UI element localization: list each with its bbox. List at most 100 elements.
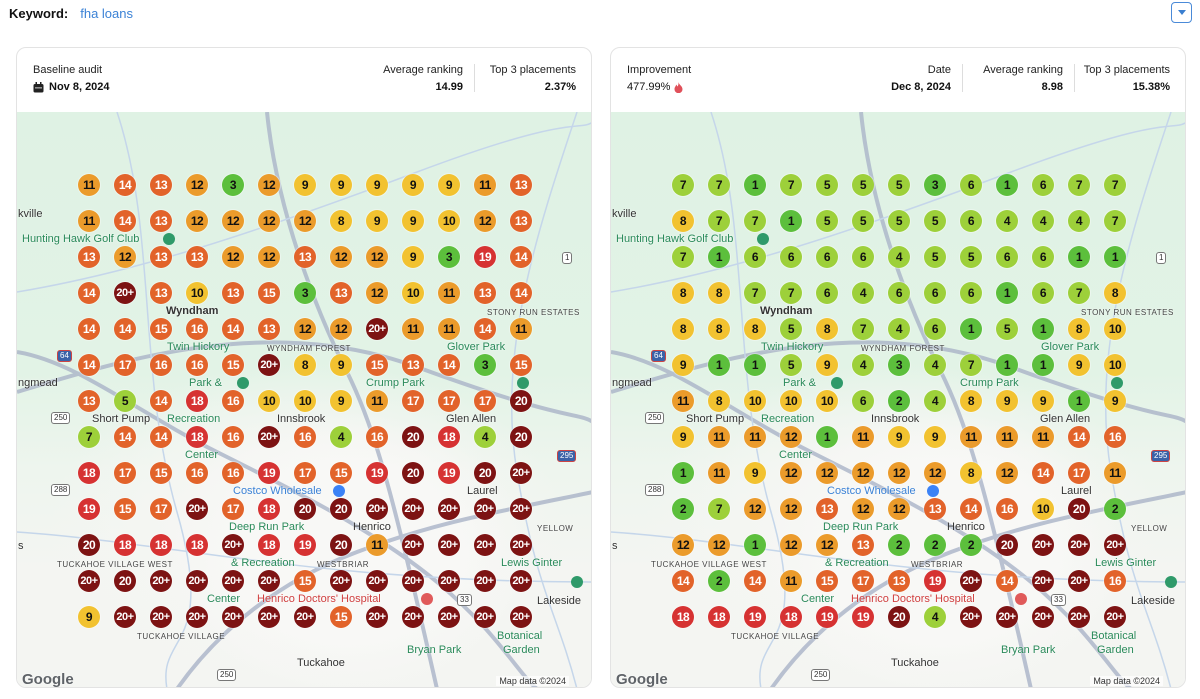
rank-marker[interactable]: 8 xyxy=(816,318,838,340)
rank-marker[interactable]: 1 xyxy=(708,354,730,376)
rank-marker[interactable]: 14 xyxy=(150,390,172,412)
rank-marker[interactable]: 20+ xyxy=(294,606,316,628)
rank-marker[interactable]: 18 xyxy=(186,534,208,556)
park-pin-icon[interactable] xyxy=(1111,377,1123,389)
rank-marker[interactable]: 13 xyxy=(510,174,532,196)
rank-marker[interactable]: 10 xyxy=(438,210,460,232)
rank-marker[interactable]: 17 xyxy=(474,390,496,412)
rank-marker[interactable]: 15 xyxy=(294,570,316,592)
rank-marker[interactable]: 12 xyxy=(186,174,208,196)
rank-marker[interactable]: 12 xyxy=(744,498,766,520)
rank-marker[interactable]: 20+ xyxy=(150,570,172,592)
rank-marker[interactable]: 20+ xyxy=(1032,606,1054,628)
rank-marker[interactable]: 10 xyxy=(186,282,208,304)
rank-marker[interactable]: 4 xyxy=(1032,210,1054,232)
rank-marker[interactable]: 19 xyxy=(294,534,316,556)
rank-marker[interactable]: 13 xyxy=(816,498,838,520)
rank-marker[interactable]: 20+ xyxy=(402,606,424,628)
rank-marker[interactable]: 7 xyxy=(744,282,766,304)
rank-marker[interactable]: 19 xyxy=(474,246,496,268)
rank-marker[interactable]: 3 xyxy=(474,354,496,376)
rank-marker[interactable]: 20+ xyxy=(510,534,532,556)
map-attribution[interactable]: Map data ©2024 xyxy=(496,676,569,686)
rank-marker[interactable]: 11 xyxy=(852,426,874,448)
rank-marker[interactable]: 17 xyxy=(438,390,460,412)
rank-marker[interactable]: 12 xyxy=(366,246,388,268)
rank-marker[interactable]: 11 xyxy=(960,426,982,448)
rank-marker[interactable]: 20+ xyxy=(186,498,208,520)
rank-marker[interactable]: 5 xyxy=(780,354,802,376)
rank-marker[interactable]: 3 xyxy=(888,354,910,376)
rank-marker[interactable]: 1 xyxy=(996,174,1018,196)
rank-marker[interactable]: 9 xyxy=(672,426,694,448)
rank-marker[interactable]: 14 xyxy=(510,246,532,268)
rank-marker[interactable]: 19 xyxy=(78,498,100,520)
rank-marker[interactable]: 8 xyxy=(960,462,982,484)
rank-marker[interactable]: 20+ xyxy=(78,570,100,592)
rank-marker[interactable]: 6 xyxy=(780,246,802,268)
rank-marker[interactable]: 20 xyxy=(402,426,424,448)
rank-marker[interactable]: 4 xyxy=(888,246,910,268)
rank-marker[interactable]: 14 xyxy=(114,174,136,196)
rank-marker[interactable]: 14 xyxy=(114,210,136,232)
rank-marker[interactable]: 20+ xyxy=(258,606,280,628)
rank-marker[interactable]: 8 xyxy=(294,354,316,376)
rank-marker[interactable]: 1 xyxy=(1068,246,1090,268)
rank-marker[interactable]: 14 xyxy=(1068,426,1090,448)
rank-marker[interactable]: 15 xyxy=(366,354,388,376)
rank-marker[interactable]: 2 xyxy=(1104,498,1126,520)
rank-marker[interactable]: 20+ xyxy=(960,606,982,628)
rank-marker[interactable]: 20+ xyxy=(438,570,460,592)
rank-marker[interactable]: 11 xyxy=(474,174,496,196)
rank-marker[interactable]: 1 xyxy=(744,534,766,556)
hospital-pin-icon[interactable] xyxy=(1015,593,1027,605)
rank-marker[interactable]: 19 xyxy=(852,606,874,628)
rank-marker[interactable]: 20+ xyxy=(996,606,1018,628)
rank-marker[interactable]: 3 xyxy=(924,174,946,196)
map-attribution[interactable]: Map data ©2024 xyxy=(1090,676,1163,686)
rank-marker[interactable]: 7 xyxy=(708,174,730,196)
rank-marker[interactable]: 20 xyxy=(78,534,100,556)
rank-marker[interactable]: 20+ xyxy=(438,534,460,556)
rank-marker[interactable]: 1 xyxy=(744,174,766,196)
rank-marker[interactable]: 4 xyxy=(888,318,910,340)
rank-marker[interactable]: 2 xyxy=(888,534,910,556)
rank-marker[interactable]: 16 xyxy=(366,426,388,448)
rank-marker[interactable]: 10 xyxy=(1032,498,1054,520)
rank-marker[interactable]: 14 xyxy=(960,498,982,520)
rank-marker[interactable]: 5 xyxy=(114,390,136,412)
rank-marker[interactable]: 15 xyxy=(114,498,136,520)
rank-marker[interactable]: 10 xyxy=(258,390,280,412)
rank-marker[interactable]: 14 xyxy=(78,354,100,376)
rank-marker[interactable]: 7 xyxy=(960,354,982,376)
rank-marker[interactable]: 16 xyxy=(222,462,244,484)
rank-marker[interactable]: 6 xyxy=(1032,246,1054,268)
rank-marker[interactable]: 6 xyxy=(744,246,766,268)
rank-marker[interactable]: 20 xyxy=(474,462,496,484)
rank-marker[interactable]: 17 xyxy=(852,570,874,592)
rank-marker[interactable]: 20+ xyxy=(186,606,208,628)
rank-marker[interactable]: 7 xyxy=(780,174,802,196)
rank-marker[interactable]: 14 xyxy=(510,282,532,304)
rank-marker[interactable]: 17 xyxy=(114,354,136,376)
rank-marker[interactable]: 16 xyxy=(222,426,244,448)
rank-marker[interactable]: 11 xyxy=(366,534,388,556)
rank-marker[interactable]: 15 xyxy=(816,570,838,592)
rank-marker[interactable]: 7 xyxy=(1104,174,1126,196)
rank-marker[interactable]: 20+ xyxy=(366,570,388,592)
rank-marker[interactable]: 20+ xyxy=(474,498,496,520)
rank-marker[interactable]: 7 xyxy=(780,282,802,304)
rank-marker[interactable]: 4 xyxy=(924,390,946,412)
rank-marker[interactable]: 9 xyxy=(1104,390,1126,412)
rank-marker[interactable]: 11 xyxy=(708,426,730,448)
rank-marker[interactable]: 13 xyxy=(150,282,172,304)
rank-marker[interactable]: 17 xyxy=(222,498,244,520)
rank-marker[interactable]: 1 xyxy=(1032,354,1054,376)
rank-marker[interactable]: 9 xyxy=(78,606,100,628)
rank-marker[interactable]: 7 xyxy=(672,246,694,268)
rank-marker[interactable]: 20+ xyxy=(258,426,280,448)
rank-marker[interactable]: 18 xyxy=(258,498,280,520)
rank-marker[interactable]: 2 xyxy=(672,498,694,520)
rank-marker[interactable]: 12 xyxy=(114,246,136,268)
rank-marker[interactable]: 12 xyxy=(366,282,388,304)
